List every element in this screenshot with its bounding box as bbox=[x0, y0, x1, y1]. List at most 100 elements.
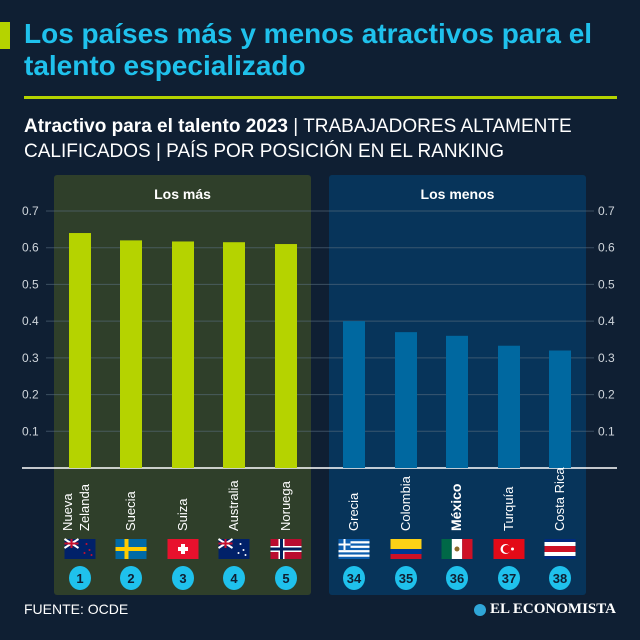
bar bbox=[498, 345, 520, 468]
flag-part bbox=[115, 547, 147, 551]
flag-part bbox=[441, 539, 452, 559]
bar bbox=[120, 240, 142, 468]
category-label: Colombia bbox=[398, 475, 413, 531]
rank-badge bbox=[223, 566, 245, 590]
category-label: Australia bbox=[226, 480, 241, 531]
norway-flag bbox=[270, 539, 302, 559]
bar bbox=[275, 244, 297, 468]
category-label: Costa Rica bbox=[552, 467, 567, 531]
switzerland-flag bbox=[167, 539, 199, 559]
bar bbox=[172, 241, 194, 468]
rank-number: 37 bbox=[502, 571, 516, 586]
flag-star bbox=[83, 552, 86, 554]
rank-badge bbox=[172, 566, 194, 590]
y-tick-label-right: 0.2 bbox=[598, 388, 615, 402]
category-label: Nueva bbox=[60, 493, 75, 531]
sweden-flag bbox=[115, 539, 147, 559]
category-label: Suecia bbox=[123, 490, 138, 531]
flag-star bbox=[244, 554, 247, 556]
rank-number: 5 bbox=[282, 571, 289, 586]
rank-number: 36 bbox=[450, 571, 464, 586]
costa-rica-flag bbox=[544, 539, 576, 559]
colombia-flag bbox=[390, 539, 422, 559]
mexico-flag bbox=[441, 539, 473, 559]
page-title: Los países más y menos atractivos para e… bbox=[24, 18, 593, 81]
flag-part bbox=[544, 546, 576, 552]
flag-part bbox=[338, 541, 370, 544]
y-tick-label-right: 0.5 bbox=[598, 277, 615, 291]
rank-number: 35 bbox=[399, 571, 413, 586]
flag-star bbox=[239, 543, 242, 545]
bar bbox=[395, 332, 417, 468]
rank-badge bbox=[395, 566, 417, 590]
category-label: Turquía bbox=[501, 486, 516, 531]
flag-emblem bbox=[454, 546, 460, 552]
y-tick-label-left: 0.2 bbox=[22, 388, 39, 402]
rank-number: 3 bbox=[179, 571, 186, 586]
y-tick-label-left: 0.6 bbox=[22, 241, 39, 255]
subtitle-bold: Atractivo para el talento 2023 bbox=[24, 116, 288, 137]
y-tick-label-left: 0.4 bbox=[22, 314, 39, 328]
flag-part bbox=[338, 554, 370, 557]
turkey-flag bbox=[493, 539, 525, 559]
flag-star bbox=[85, 543, 88, 545]
rank-number: 4 bbox=[230, 571, 238, 586]
flag-part bbox=[218, 539, 233, 548]
flag-part bbox=[502, 545, 511, 553]
y-tick-label-left: 0.5 bbox=[22, 277, 39, 291]
logo-text: EL ECONOMISTA bbox=[490, 601, 616, 617]
bar bbox=[223, 242, 245, 468]
rank-badge bbox=[498, 566, 520, 590]
y-tick-label-left: 0.1 bbox=[22, 424, 39, 438]
category-label: Zelanda bbox=[77, 483, 92, 531]
new-zealand-flag bbox=[63, 538, 96, 559]
greece-flag bbox=[338, 539, 370, 559]
flag-part bbox=[178, 547, 188, 551]
flag-part bbox=[338, 545, 370, 548]
flag-star bbox=[511, 547, 514, 551]
flag-part bbox=[390, 554, 422, 559]
rank-badge bbox=[343, 566, 365, 590]
logo-icon bbox=[474, 603, 486, 616]
flag-star bbox=[90, 554, 93, 556]
source-note: FUENTE: OCDE bbox=[24, 601, 129, 617]
y-tick-label-right: 0.7 bbox=[598, 204, 615, 218]
flag-part bbox=[390, 549, 422, 554]
rank-badge bbox=[69, 566, 91, 590]
rank-badge bbox=[275, 566, 297, 590]
y-tick-label-left: 0.3 bbox=[22, 351, 39, 365]
rank-number: 34 bbox=[347, 571, 362, 586]
flag-star bbox=[88, 549, 91, 551]
divider bbox=[24, 96, 617, 99]
y-tick-label-left: 0.7 bbox=[22, 204, 39, 218]
australia-flag bbox=[217, 538, 250, 559]
category-label: Suiza bbox=[175, 498, 190, 531]
y-tick-label-right: 0.1 bbox=[598, 424, 615, 438]
chart-subtitle: Atractivo para el talento 2023 | TRABAJA… bbox=[24, 114, 634, 164]
rank-badge bbox=[446, 566, 468, 590]
rank-badge bbox=[549, 566, 571, 590]
logo: EL ECONOMISTA bbox=[474, 601, 616, 618]
flag-part bbox=[338, 550, 370, 553]
bar bbox=[69, 233, 91, 468]
y-tick-label-right: 0.3 bbox=[598, 351, 615, 365]
y-tick-label-right: 0.6 bbox=[598, 241, 615, 255]
flag-star bbox=[237, 552, 240, 554]
flag-part bbox=[64, 539, 79, 548]
category-label: México bbox=[448, 484, 464, 531]
flag-part bbox=[462, 539, 473, 559]
flag-part bbox=[390, 539, 422, 549]
flag-part bbox=[270, 547, 302, 551]
rank-number: 2 bbox=[127, 571, 134, 586]
subtitle-rest: | TRABAJADORES ALTAMENTE CALIFICADOS | P… bbox=[24, 116, 572, 162]
group-label: Los menos bbox=[421, 186, 495, 202]
rank-number: 1 bbox=[76, 571, 83, 586]
category-label: Grecia bbox=[346, 492, 361, 531]
rank-badge bbox=[120, 566, 142, 590]
flag-star bbox=[242, 549, 245, 551]
bar bbox=[343, 321, 365, 468]
accent-bar bbox=[0, 22, 10, 49]
flag-part bbox=[338, 543, 351, 546]
rank-number: 38 bbox=[553, 571, 567, 586]
